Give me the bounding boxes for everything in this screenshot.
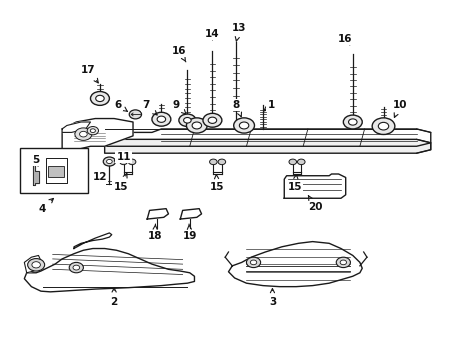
- Circle shape: [107, 159, 112, 164]
- Text: 15: 15: [287, 175, 302, 192]
- Circle shape: [91, 92, 109, 105]
- Circle shape: [340, 260, 346, 265]
- Polygon shape: [147, 209, 168, 219]
- Circle shape: [289, 159, 297, 165]
- Circle shape: [129, 110, 142, 119]
- Circle shape: [27, 259, 45, 271]
- Circle shape: [298, 159, 305, 165]
- Circle shape: [96, 95, 104, 102]
- Circle shape: [210, 159, 217, 165]
- Circle shape: [87, 127, 99, 135]
- Circle shape: [183, 118, 191, 123]
- Circle shape: [186, 118, 207, 133]
- Text: 7: 7: [143, 100, 157, 115]
- Circle shape: [157, 116, 165, 122]
- Text: 15: 15: [210, 175, 224, 192]
- Circle shape: [192, 122, 201, 129]
- Circle shape: [343, 115, 362, 129]
- Circle shape: [203, 113, 222, 127]
- Polygon shape: [105, 139, 431, 153]
- Circle shape: [32, 262, 40, 268]
- Circle shape: [128, 159, 136, 165]
- Polygon shape: [24, 255, 41, 273]
- Text: 12: 12: [93, 173, 107, 182]
- Text: 1: 1: [264, 100, 274, 111]
- Circle shape: [73, 265, 80, 270]
- Text: 5: 5: [33, 155, 40, 166]
- Circle shape: [239, 122, 249, 129]
- Circle shape: [91, 129, 95, 133]
- Circle shape: [120, 159, 128, 165]
- Text: 6: 6: [114, 100, 128, 111]
- Circle shape: [336, 257, 350, 268]
- Polygon shape: [284, 174, 346, 198]
- Text: 20: 20: [308, 196, 322, 212]
- Circle shape: [246, 257, 261, 268]
- Text: 2: 2: [110, 288, 118, 307]
- Circle shape: [372, 118, 395, 134]
- Polygon shape: [180, 209, 201, 219]
- Bar: [48, 166, 64, 177]
- Polygon shape: [24, 248, 194, 292]
- Polygon shape: [46, 158, 67, 183]
- Circle shape: [75, 128, 92, 140]
- Circle shape: [103, 157, 116, 166]
- Text: 10: 10: [393, 100, 407, 117]
- Circle shape: [378, 122, 389, 130]
- Polygon shape: [74, 233, 112, 248]
- Text: 8: 8: [232, 100, 241, 117]
- Circle shape: [234, 118, 255, 133]
- Circle shape: [80, 131, 87, 137]
- Circle shape: [179, 114, 196, 127]
- Text: 3: 3: [269, 288, 276, 307]
- Text: 13: 13: [232, 23, 246, 41]
- Circle shape: [208, 117, 217, 124]
- Polygon shape: [62, 119, 133, 150]
- Circle shape: [250, 260, 257, 265]
- Text: 17: 17: [81, 65, 98, 83]
- Text: 18: 18: [147, 224, 162, 241]
- FancyBboxPatch shape: [19, 148, 88, 193]
- Text: 16: 16: [337, 34, 352, 45]
- Text: 11: 11: [114, 152, 131, 162]
- Polygon shape: [33, 155, 38, 185]
- Circle shape: [348, 119, 357, 125]
- Text: 14: 14: [205, 29, 220, 40]
- Circle shape: [69, 262, 83, 273]
- Text: 9: 9: [173, 100, 186, 114]
- Polygon shape: [62, 122, 91, 132]
- Polygon shape: [105, 129, 431, 146]
- Text: 16: 16: [172, 46, 187, 62]
- Polygon shape: [228, 242, 362, 287]
- Text: 19: 19: [182, 224, 197, 241]
- Text: 15: 15: [113, 173, 128, 192]
- Circle shape: [152, 112, 171, 126]
- Circle shape: [218, 159, 226, 165]
- Text: 4: 4: [38, 198, 54, 214]
